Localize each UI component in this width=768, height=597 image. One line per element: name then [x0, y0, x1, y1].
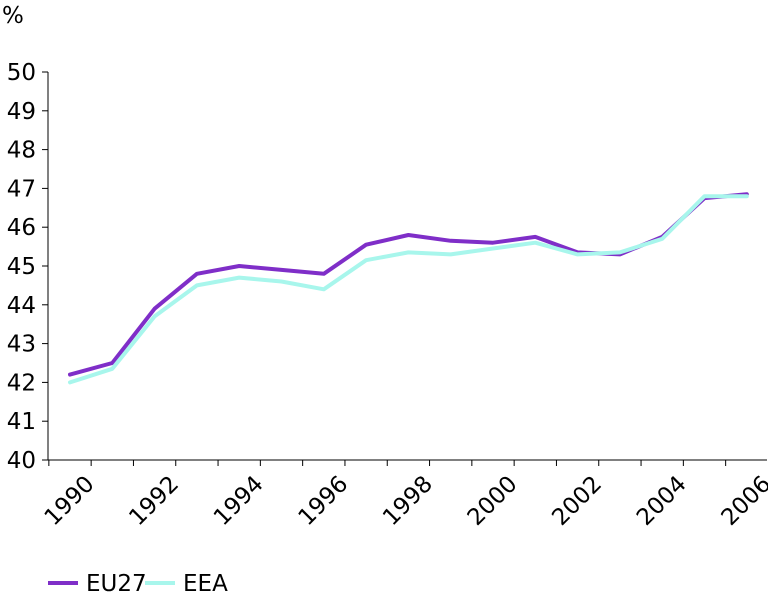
x-tick-label: 2006	[717, 471, 768, 531]
y-tick-label: 44	[7, 293, 36, 319]
x-tick-label: 1998	[378, 471, 438, 531]
x-tick-label: 1990	[40, 471, 100, 531]
y-axis: 40 41 42 43 44 45 46 47 48 49 50	[7, 60, 49, 474]
x-tick-label: 2002	[547, 471, 607, 531]
series-line-eu27	[68, 192, 749, 377]
y-tick-label: 48	[7, 138, 36, 164]
series-line-eea	[68, 194, 749, 385]
x-tick-label: 1994	[209, 471, 269, 531]
y-tick-label: 45	[7, 254, 36, 280]
y-tick-label: 42	[7, 370, 36, 396]
y-tick-label: 43	[7, 332, 36, 358]
plot-area	[68, 192, 749, 385]
y-axis-unit-label: %	[2, 3, 24, 29]
x-tick-label: 2000	[463, 471, 523, 531]
y-tick-label: 47	[7, 176, 36, 202]
y-tick-label: 50	[7, 60, 36, 86]
x-tick-label: 1996	[294, 471, 354, 531]
x-tick-label: 2004	[632, 471, 692, 531]
y-tick-label: 46	[7, 215, 36, 241]
legend: EU27 EEA	[48, 571, 228, 597]
y-tick-label: 40	[7, 448, 36, 474]
legend-label-eea: EEA	[183, 571, 228, 597]
x-tick-label: 1992	[124, 471, 184, 531]
y-tick-label: 41	[7, 409, 36, 435]
legend-label-eu27: EU27	[86, 571, 147, 597]
y-tick-label: 49	[7, 99, 36, 125]
x-axis: 1990 1992 1994 1996 1998 2000 2002 2004 2006	[40, 459, 768, 531]
